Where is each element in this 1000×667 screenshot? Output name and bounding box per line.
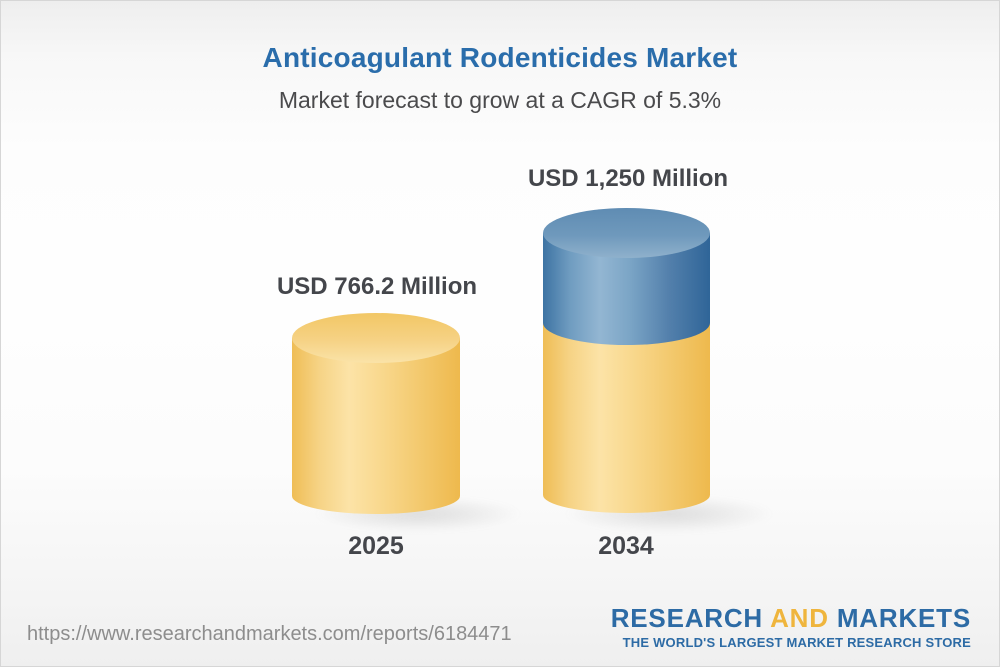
research-and-markets-logo: RESEARCH AND MARKETS THE WORLD'S LARGEST… — [611, 604, 971, 650]
bar-2034-cylinder — [543, 208, 710, 513]
report-url: https://www.researchandmarkets.com/repor… — [27, 623, 512, 645]
category-label-2025: 2025 — [348, 532, 404, 560]
value-label-2034: USD 1,250 Million — [527, 165, 729, 192]
logo-word-research: RESEARCH — [610, 603, 764, 633]
logo-tagline: THE WORLD'S LARGEST MARKET RESEARCH STOR… — [622, 635, 971, 650]
logo-wordmark: RESEARCH AND MARKETS — [611, 604, 971, 632]
page-subtitle: Market forecast to grow at a CAGR of 5.3… — [278, 87, 722, 113]
bar-2034-top-ellipse — [543, 208, 710, 258]
bar-2025-top-ellipse — [292, 313, 460, 363]
logo-word-markets: MARKETS — [836, 603, 971, 633]
bar-2025-cylinder — [292, 313, 460, 514]
logo-word-and: AND — [770, 603, 829, 633]
bar-2034-base-segment — [543, 323, 710, 513]
page-title: Anticoagulant Rodenticides Market — [262, 42, 738, 73]
bar-2025-body — [292, 338, 460, 514]
value-label-2025: USD 766.2 Million — [276, 273, 478, 300]
category-label-2034: 2034 — [598, 532, 654, 560]
